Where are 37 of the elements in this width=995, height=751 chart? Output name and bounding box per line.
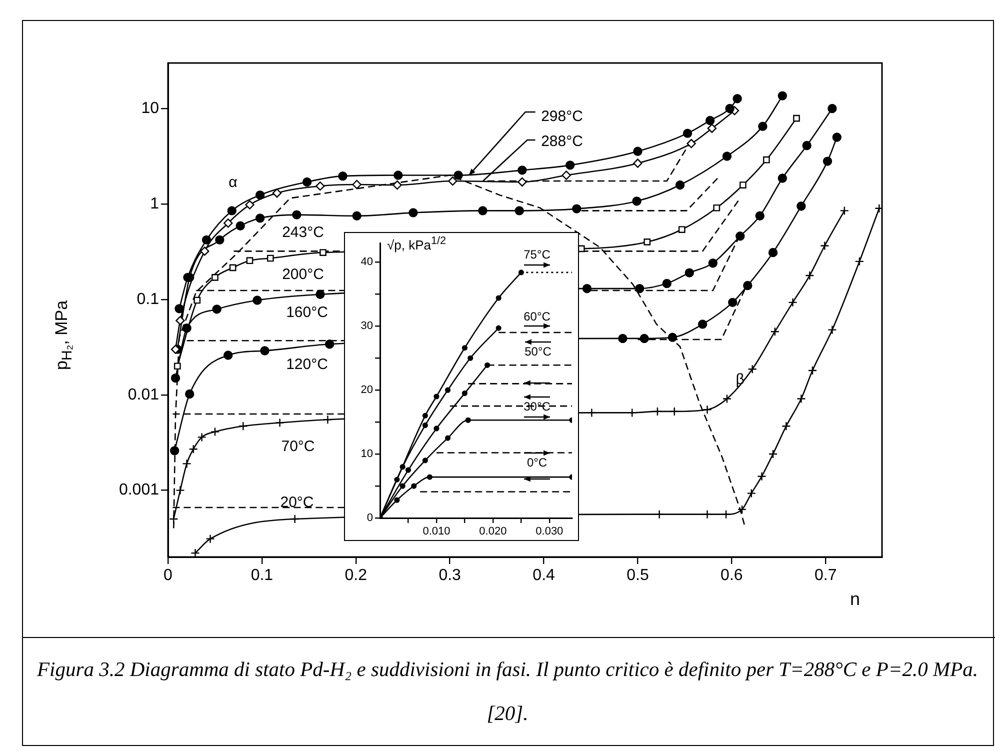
x-tick-label: 0 (164, 567, 173, 584)
y-tick-label: 0 (366, 512, 373, 524)
x-tick-label: 0.5 (626, 567, 649, 584)
y-tick-label: 10 (141, 100, 160, 117)
annotation: 50°C (524, 344, 552, 358)
x-tick-label: 0.3 (438, 567, 462, 584)
x-tick-label: 0.1 (250, 567, 274, 584)
x-axis-title: n (850, 588, 860, 609)
y-tick-label: 1 (150, 195, 160, 212)
annotation: 0°C (526, 455, 548, 470)
y-tick-label: 40 (360, 256, 373, 268)
annotation: 120°C (286, 356, 328, 374)
annotation: α (228, 174, 238, 192)
x-tick-label: 0.2 (344, 567, 368, 584)
x-tick-label: 0.7 (814, 567, 837, 584)
y-tick-label: 0.01 (128, 386, 160, 404)
annotation: 160°C (286, 304, 328, 322)
annotation: 75°C (524, 247, 551, 262)
y-tick-label: 0.001 (118, 482, 160, 499)
annotation: 70°C (281, 438, 315, 456)
y-tick-label: 20 (360, 384, 373, 396)
x-tick-label: 0.6 (720, 567, 743, 584)
y-tick-label: 10 (360, 448, 373, 460)
annotation: 200°C (282, 266, 324, 284)
annotation: 60°C (524, 309, 551, 324)
annotation: 288°C (541, 133, 584, 150)
x-tick-label: 0.030 (536, 526, 564, 538)
y-axis-title: √p, kPa$^{1/2}$ (387, 235, 446, 252)
annotation: 243°C (282, 224, 324, 242)
y-tick-label: 0.1 (136, 290, 160, 308)
annotation: 298°C (541, 108, 584, 126)
text: Figura 3.2 Diagramma di stato Pd-H₂ e suddivisioni in fasi. Il punto critico è definito per T=288°C e P=2.0 MPa. [20]. (36, 658, 979, 727)
annotation: 20°C (280, 494, 314, 512)
y-tick-label: 30 (360, 320, 373, 332)
x-tick-label: 0.020 (479, 526, 507, 538)
x-tick-label: 0.010 (422, 526, 450, 538)
x-tick-label: 0.4 (532, 567, 556, 584)
